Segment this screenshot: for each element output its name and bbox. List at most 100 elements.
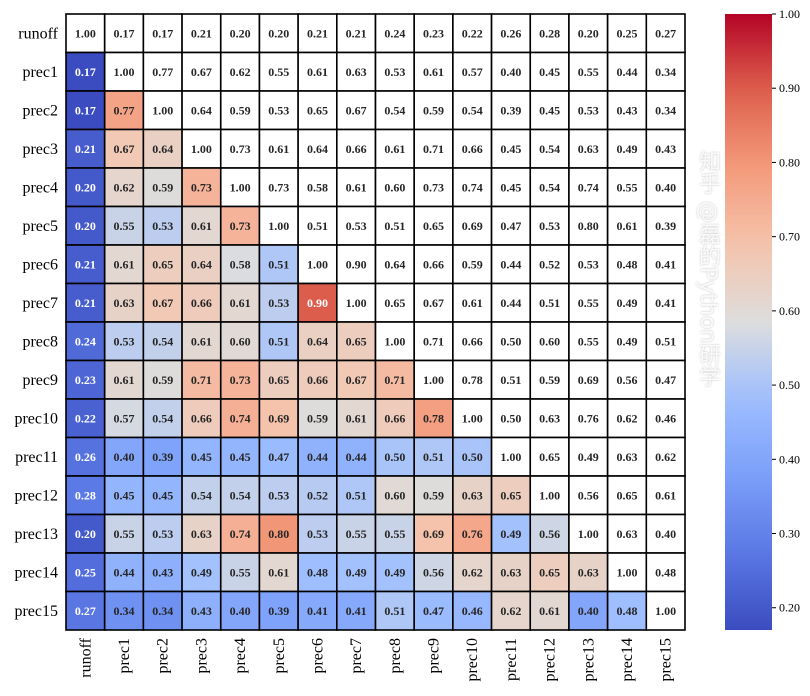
cell-value-label: 0.49 bbox=[346, 565, 367, 579]
cell-value-label: 0.54 bbox=[230, 488, 251, 502]
cell-value-label: 1.00 bbox=[307, 257, 328, 271]
cell-value-label: 0.57 bbox=[462, 65, 483, 79]
cell-prec2-prec15 bbox=[645, 90, 686, 131]
cell-value-label: 0.51 bbox=[384, 604, 405, 618]
cell-prec12-prec1 bbox=[103, 475, 145, 516]
cell-prec13-prec5 bbox=[258, 513, 299, 554]
cell-value-label: 0.49 bbox=[500, 527, 521, 541]
cell-value-label: 0.61 bbox=[191, 334, 212, 348]
cell-prec6-prec13 bbox=[568, 244, 609, 285]
cell-value-label: 0.62 bbox=[462, 565, 483, 579]
cell-value-label: 0.64 bbox=[384, 257, 405, 271]
cell-value-label: 0.55 bbox=[346, 527, 367, 541]
cell-prec7-prec2 bbox=[142, 282, 183, 323]
cell-value-label: 0.59 bbox=[230, 103, 251, 117]
cell-prec13-prec12 bbox=[529, 513, 570, 554]
cell-prec15-prec7 bbox=[336, 590, 377, 631]
cell-value-label: 0.21 bbox=[75, 142, 96, 156]
cell-prec5-runoff bbox=[65, 205, 106, 246]
y-tick-label: prec5 bbox=[22, 218, 58, 235]
y-tick-label: prec13 bbox=[14, 526, 58, 543]
cell-value-label: 0.67 bbox=[191, 65, 212, 79]
cell-value-label: 0.45 bbox=[152, 488, 173, 502]
cell-prec9-prec15 bbox=[645, 359, 686, 400]
cell-value-label: 1.00 bbox=[152, 103, 173, 117]
cell-value-label: 0.55 bbox=[578, 65, 599, 79]
cell-prec15-prec9 bbox=[413, 590, 454, 631]
cell-value-label: 0.48 bbox=[655, 565, 676, 579]
x-tick-label: prec11 bbox=[503, 638, 520, 681]
y-tick-label: prec4 bbox=[22, 179, 58, 196]
cell-value-label: 0.67 bbox=[114, 142, 135, 156]
cell-value-label: 0.65 bbox=[539, 565, 560, 579]
cell-value-label: 0.50 bbox=[462, 450, 483, 464]
cell-prec4-prec4 bbox=[219, 167, 261, 208]
cell-value-label: 0.69 bbox=[423, 527, 444, 541]
cell-prec6-prec7 bbox=[336, 244, 377, 285]
cell-value-label: 0.47 bbox=[500, 219, 521, 233]
cell-prec14-prec7 bbox=[336, 552, 377, 593]
cell-value-label: 0.47 bbox=[655, 373, 676, 387]
y-tick-labels: runoff prec1 prec2 prec3 prec4 prec5 prec6 prec… bbox=[14, 25, 58, 620]
cell-value-label: 0.43 bbox=[655, 142, 676, 156]
cell-prec4-prec15 bbox=[645, 167, 686, 208]
cell-value-label: 0.64 bbox=[191, 257, 212, 271]
cell-value-label: 0.53 bbox=[152, 219, 173, 233]
cell-prec12-prec14 bbox=[606, 475, 648, 516]
cell-prec1-prec12 bbox=[529, 51, 570, 92]
cell-value-label: 0.39 bbox=[655, 219, 676, 233]
cell-prec4-prec1 bbox=[103, 167, 145, 208]
cell-prec3-prec7 bbox=[336, 128, 377, 169]
cell-value-label: 0.53 bbox=[578, 257, 599, 271]
cell-value-label: 1.00 bbox=[539, 488, 560, 502]
cell-prec9-prec10 bbox=[452, 359, 493, 400]
cell-value-label: 0.45 bbox=[539, 103, 560, 117]
cell-prec5-prec7 bbox=[336, 205, 377, 246]
cell-value-label: 0.51 bbox=[500, 373, 521, 387]
cell-value-label: 0.64 bbox=[307, 142, 328, 156]
cell-prec6-runoff bbox=[65, 244, 106, 285]
cell-prec8-prec5 bbox=[258, 321, 299, 362]
cell-value-label: 0.65 bbox=[268, 373, 289, 387]
cell-prec5-prec4 bbox=[219, 205, 261, 246]
cell-value-label: 1.00 bbox=[268, 219, 289, 233]
x-tick-label: prec6 bbox=[309, 638, 326, 674]
cell-value-label: 0.61 bbox=[268, 142, 289, 156]
cell-value-label: 0.74 bbox=[230, 411, 251, 425]
cell-prec13-prec13 bbox=[568, 513, 609, 554]
colorbar-tick-label: 1.00 bbox=[779, 7, 800, 21]
cell-value-label: 0.21 bbox=[307, 26, 328, 40]
cell-value-label: 0.53 bbox=[268, 296, 289, 310]
cell-value-label: 0.60 bbox=[539, 334, 560, 348]
cell-prec11-prec12 bbox=[529, 436, 570, 477]
cell-value-label: 0.56 bbox=[616, 373, 637, 387]
cell-value-label: 0.26 bbox=[75, 450, 96, 464]
cell-prec15-prec15 bbox=[645, 590, 686, 631]
cell-value-label: 0.49 bbox=[191, 565, 212, 579]
cell-value-label: 0.48 bbox=[616, 257, 637, 271]
y-tick-label: prec11 bbox=[15, 449, 58, 466]
cell-prec11-prec4 bbox=[219, 436, 261, 477]
cell-value-label: 0.66 bbox=[462, 334, 483, 348]
cell-prec5-prec6 bbox=[297, 205, 338, 246]
cell-value-label: 0.54 bbox=[539, 180, 560, 194]
cell-value-label: 0.73 bbox=[423, 180, 444, 194]
cell-value-label: 0.21 bbox=[75, 296, 96, 310]
cell-value-label: 0.54 bbox=[191, 488, 212, 502]
cell-value-label: 0.61 bbox=[462, 296, 483, 310]
cell-prec6-prec6 bbox=[297, 244, 338, 285]
cell-value-label: 0.54 bbox=[539, 142, 560, 156]
cell-value-label: 0.55 bbox=[230, 565, 251, 579]
cell-value-label: 0.34 bbox=[655, 65, 676, 79]
cell-value-label: 0.66 bbox=[307, 373, 328, 387]
cell-value-label: 0.54 bbox=[462, 103, 483, 117]
cell-value-label: 0.90 bbox=[307, 296, 328, 310]
y-tick-label: prec14 bbox=[14, 564, 58, 581]
colorbar-tick-label: 0.30 bbox=[779, 527, 800, 541]
cell-value-label: 0.51 bbox=[307, 219, 328, 233]
cell-prec15-prec10 bbox=[452, 590, 493, 631]
cell-prec5-prec15 bbox=[645, 205, 686, 246]
cell-runoff-prec7 bbox=[336, 13, 377, 54]
cell-value-label: 0.48 bbox=[616, 604, 637, 618]
